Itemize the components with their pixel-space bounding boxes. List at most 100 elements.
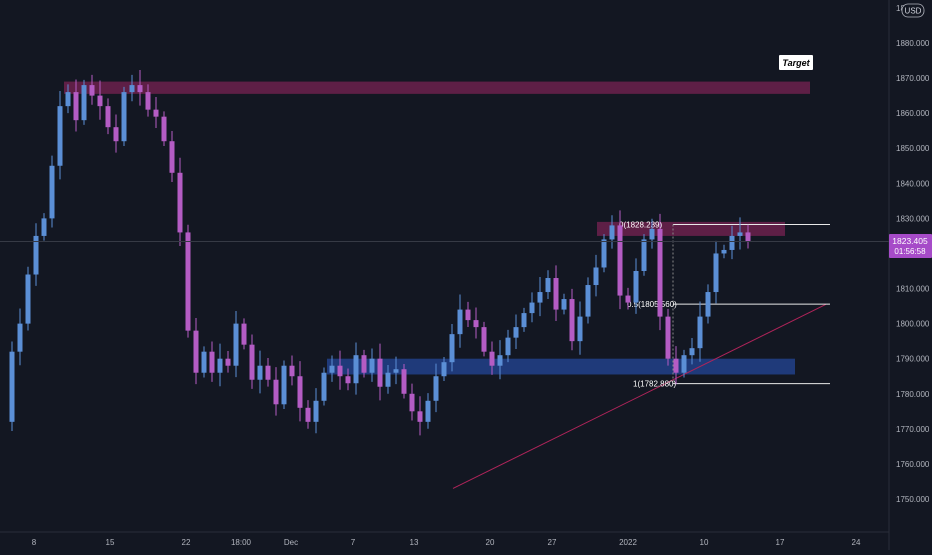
axis-top-label: 18 <box>896 4 905 13</box>
candle-body <box>337 365 343 377</box>
time-tick-label: 27 <box>548 538 557 547</box>
candle-body <box>505 337 511 356</box>
current-price-value: 1823.405 <box>892 236 928 246</box>
price-tick-label: 1760.000 <box>896 460 930 469</box>
candle-body <box>89 85 95 96</box>
candle-body <box>193 330 199 373</box>
candle-body <box>265 365 271 380</box>
currency-badge[interactable]: USD <box>901 3 925 18</box>
candle-body <box>65 92 71 107</box>
candle-body <box>201 351 207 373</box>
candle-body <box>705 292 711 317</box>
candle-body <box>249 344 255 380</box>
candle-body <box>425 400 431 422</box>
currency-label: USD <box>905 7 922 16</box>
candle-body <box>105 106 111 128</box>
fibonacci-retracement[interactable]: 0(1828.239) 0.5(1805.560) 1(1782.880) <box>619 221 830 389</box>
candle-body <box>529 302 535 314</box>
candle-body <box>657 228 663 317</box>
candle-body <box>33 235 39 275</box>
candle-body <box>649 228 655 240</box>
candle-body <box>345 376 351 384</box>
fib-label-1: 1(1782.880) <box>633 380 676 389</box>
time-tick-label: Dec <box>284 538 298 547</box>
candle-body <box>497 355 503 366</box>
candle-body <box>25 274 31 324</box>
candle-body <box>297 376 303 408</box>
candle-body <box>113 127 119 142</box>
bar-countdown: 01:56:58 <box>894 247 926 256</box>
candle-body <box>161 116 167 142</box>
candle-body <box>97 95 103 107</box>
price-tick-label: 1850.000 <box>896 144 930 153</box>
candle-body <box>417 411 423 422</box>
candle-body <box>625 295 631 303</box>
candle-body <box>41 218 47 236</box>
candle-body <box>713 253 719 293</box>
candle-body <box>353 355 359 384</box>
candle-body <box>241 323 247 345</box>
candle-body <box>545 278 551 293</box>
candle-body <box>561 299 567 310</box>
candle-body <box>737 232 743 236</box>
time-tick-label: 20 <box>486 538 495 547</box>
candle-body <box>473 320 479 328</box>
candle-body <box>233 323 239 366</box>
candle-body <box>305 407 311 422</box>
candle-body <box>449 334 455 363</box>
candle-body <box>313 400 319 422</box>
candle-body <box>153 109 159 117</box>
price-tick-label: 1770.000 <box>896 425 930 434</box>
price-tick-label: 1870.000 <box>896 74 930 83</box>
candle-body <box>385 372 391 387</box>
price-tick-label: 1780.000 <box>896 390 930 399</box>
target-zone[interactable] <box>597 221 785 236</box>
candle-body <box>609 225 615 240</box>
resistance-zone[interactable] <box>64 81 810 94</box>
time-tick-label: 7 <box>351 538 356 547</box>
support-trendline[interactable] <box>452 303 827 489</box>
candle-body <box>745 232 751 242</box>
candle-body <box>537 292 543 303</box>
price-tick-label: 1830.000 <box>896 214 930 223</box>
candle-body <box>273 379 279 405</box>
target-label-box[interactable]: Target <box>779 55 813 70</box>
candle-body <box>281 365 287 405</box>
time-tick-label: 22 <box>182 538 191 547</box>
candle-body <box>513 327 519 338</box>
candle-body <box>689 348 695 356</box>
candle-body <box>633 271 639 303</box>
candlestick-series <box>9 70 751 436</box>
target-label: Target <box>782 58 810 68</box>
candle-body <box>617 225 623 296</box>
candle-body <box>433 376 439 401</box>
candle-body <box>217 358 223 373</box>
candle-body <box>409 393 415 412</box>
price-tick-label: 1880.000 <box>896 39 930 48</box>
candle-body <box>697 316 703 349</box>
candle-body <box>49 165 55 219</box>
candle-body <box>369 358 375 373</box>
candle-body <box>401 369 407 394</box>
price-tick-label: 1750.000 <box>896 495 930 504</box>
fib-label-05: 0.5(1805.560) <box>627 300 677 309</box>
candle-body <box>465 309 471 321</box>
candle-body <box>665 316 671 359</box>
time-tick-label: 8 <box>32 538 37 547</box>
candle-body <box>225 358 231 366</box>
price-tick-label: 1860.000 <box>896 109 930 118</box>
candle-body <box>441 362 447 377</box>
candle-body <box>73 92 79 121</box>
price-tick-label: 1790.000 <box>896 355 930 364</box>
candle-body <box>17 323 23 352</box>
candle-body <box>521 313 527 328</box>
candle-body <box>321 372 327 401</box>
candle-body <box>641 239 647 271</box>
candle-body <box>721 249 727 254</box>
time-tick-label: 17 <box>776 538 785 547</box>
time-axis[interactable]: 8 15 22 18:00 Dec 7 13 20 27 2022 10 17 24 <box>0 531 889 547</box>
time-tick-label: 24 <box>852 538 861 547</box>
candle-body <box>57 106 63 166</box>
